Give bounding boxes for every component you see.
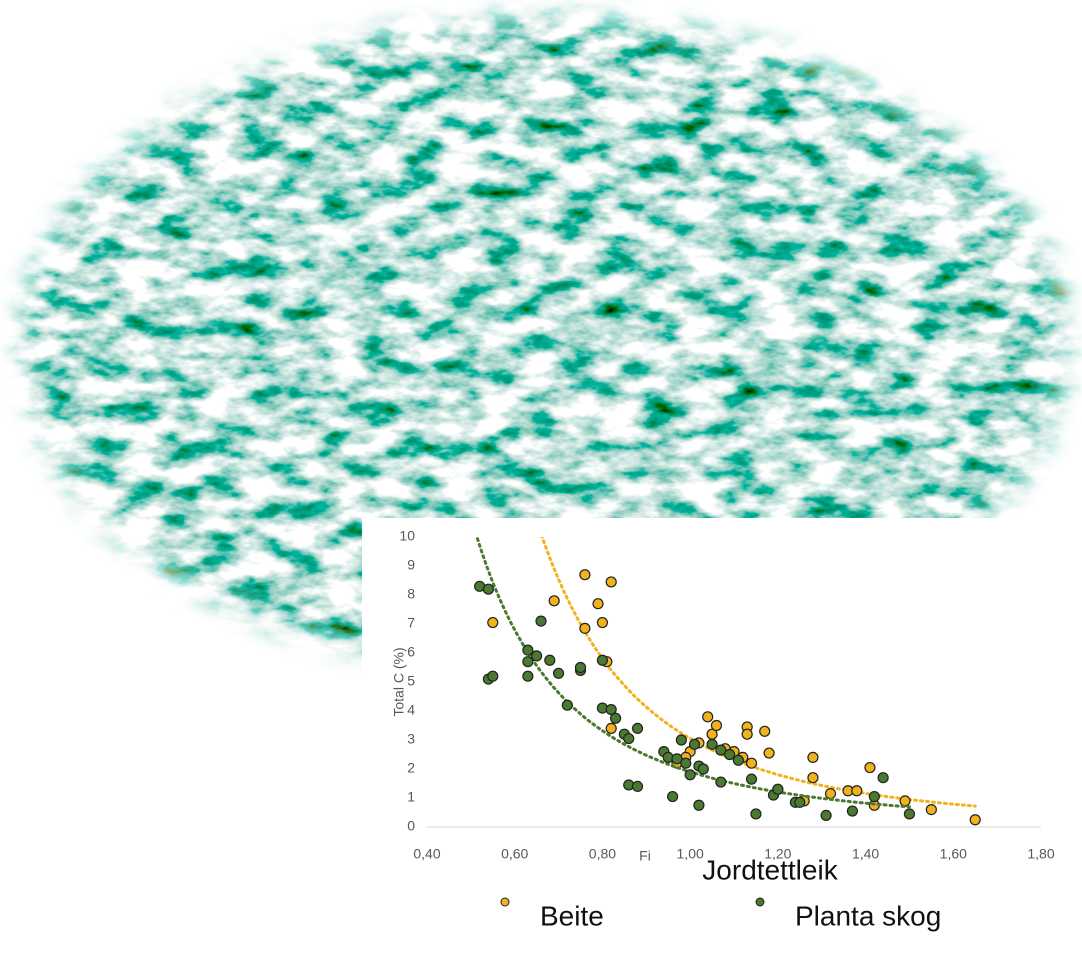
point: [711, 721, 721, 731]
point: [523, 645, 533, 655]
y-tick-label: 2: [407, 760, 415, 776]
point: [747, 758, 757, 768]
point: [554, 668, 564, 678]
point: [488, 618, 498, 628]
point: [733, 755, 743, 765]
point: [690, 739, 700, 749]
point: [926, 805, 936, 815]
point: [821, 810, 831, 820]
point: [576, 663, 586, 673]
y-axis-title: Total C (%): [391, 647, 407, 716]
x-tick-label: 1,20: [764, 846, 791, 862]
x-axis-title: Fi: [639, 848, 651, 864]
point: [483, 584, 493, 594]
x-tick-label: 1,40: [852, 846, 879, 862]
x-tick-label: 0,40: [413, 846, 440, 862]
point: [773, 784, 783, 794]
y-tick-label: 10: [399, 528, 415, 544]
point: [808, 752, 818, 762]
point: [707, 739, 717, 749]
point: [536, 616, 546, 626]
point: [593, 599, 603, 609]
point: [668, 792, 678, 802]
point: [549, 596, 559, 606]
point: [580, 623, 590, 633]
x-tick-label: 1,60: [940, 846, 967, 862]
point: [795, 797, 805, 807]
point: [742, 729, 752, 739]
point: [852, 786, 862, 796]
point: [681, 758, 691, 768]
point: [545, 655, 555, 665]
point: [878, 773, 888, 783]
point: [523, 657, 533, 667]
point: [698, 764, 708, 774]
point: [562, 700, 572, 710]
point: [597, 655, 607, 665]
legend-marker: [756, 898, 764, 906]
legend-marker: [501, 898, 509, 906]
point: [865, 763, 875, 773]
y-tick-label: 4: [407, 702, 415, 718]
point: [694, 800, 704, 810]
point: [716, 777, 726, 787]
point: [808, 773, 818, 783]
y-tick-label: 1: [407, 789, 415, 805]
point: [825, 789, 835, 799]
point: [900, 796, 910, 806]
y-tick-label: 6: [407, 644, 415, 660]
point: [725, 750, 735, 760]
chart-panel: [362, 518, 1082, 963]
point: [764, 748, 774, 758]
legend-label: Beite: [540, 900, 604, 931]
point: [606, 577, 616, 587]
point: [532, 651, 542, 661]
x-tick-label: 1,80: [1027, 846, 1054, 862]
y-tick-label: 9: [407, 557, 415, 573]
point: [523, 671, 533, 681]
point: [611, 713, 621, 723]
point: [747, 774, 757, 784]
point: [751, 809, 761, 819]
y-tick-label: 0: [407, 818, 415, 834]
y-tick-label: 7: [407, 615, 415, 631]
point: [580, 570, 590, 580]
point: [633, 723, 643, 733]
x-tick-label: 1,00: [677, 846, 704, 862]
legend-label: Planta skog: [795, 900, 941, 931]
point: [633, 781, 643, 791]
point: [676, 735, 686, 745]
point: [904, 809, 914, 819]
x-tick-label: 0,80: [589, 846, 616, 862]
y-tick-label: 3: [407, 731, 415, 747]
point: [847, 806, 857, 816]
point: [488, 671, 498, 681]
point: [869, 792, 879, 802]
point: [970, 815, 980, 825]
x-tick-label: 0,60: [501, 846, 528, 862]
point: [760, 726, 770, 736]
point: [624, 734, 634, 744]
point: [597, 618, 607, 628]
y-tick-label: 5: [407, 673, 415, 689]
point: [685, 770, 695, 780]
page: Total C (%) Fi Jordtettleik 012345678910…: [0, 0, 1082, 963]
y-tick-label: 8: [407, 586, 415, 602]
point: [703, 712, 713, 722]
point: [606, 723, 616, 733]
